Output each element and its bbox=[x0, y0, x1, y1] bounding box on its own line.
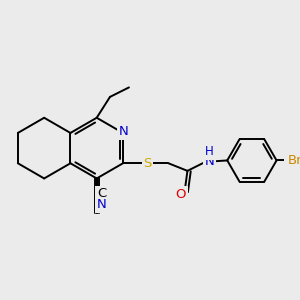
Text: S: S bbox=[143, 157, 152, 170]
Text: N: N bbox=[97, 199, 106, 212]
Text: N: N bbox=[204, 155, 214, 168]
Text: H: H bbox=[205, 146, 214, 158]
Text: Br: Br bbox=[288, 154, 300, 167]
Text: N: N bbox=[119, 125, 129, 139]
Text: O: O bbox=[176, 188, 186, 201]
Text: C: C bbox=[97, 187, 106, 200]
